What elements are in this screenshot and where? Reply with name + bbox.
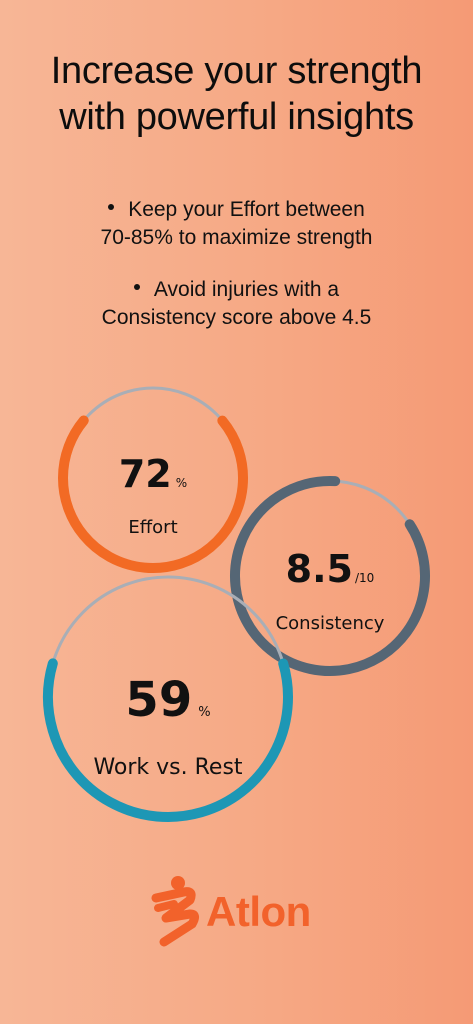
headline-line-1: Increase your strength	[50, 50, 423, 92]
bullet-dot-icon	[108, 204, 115, 211]
brand-logo: Atlon	[140, 874, 340, 954]
consistency-value: 8.5	[285, 547, 353, 591]
bullet-consistency-line-2: Consistency score above 4.5	[101, 306, 372, 329]
effort-gauge	[57, 383, 248, 573]
bullet-consistency-line-1: Avoid injuries with a	[153, 278, 340, 301]
consistency-readout: 8.5/10 Consistency	[255, 546, 405, 634]
bullet-dot-icon	[133, 284, 140, 291]
headline: Increase your strength with powerful ins…	[0, 48, 473, 140]
work-rest-value: 59	[125, 672, 193, 728]
brand-name: Atlon	[206, 888, 311, 935]
effort-readout: 72% Effort	[88, 452, 218, 538]
consistency-unit: /10	[355, 571, 375, 585]
bullet-consistency: Avoid injuries with a Consistency score …	[0, 276, 473, 332]
work-rest-readout: 59% Work vs. Rest	[73, 672, 263, 780]
bullet-effort: Keep your Effort between 70-85% to maxim…	[0, 196, 473, 252]
work-rest-gauge	[43, 572, 293, 822]
work-rest-gauge-arc	[43, 572, 293, 822]
bullet-effort-line-2: 70-85% to maximize strength	[100, 226, 373, 249]
consistency-gauge-arc	[230, 476, 430, 676]
consistency-label: Consistency	[275, 613, 385, 634]
atlon-logo-icon	[151, 876, 200, 947]
bullet-effort-line-1: Keep your Effort between	[128, 198, 365, 221]
effort-value: 72	[118, 452, 172, 496]
effort-label: Effort	[128, 517, 178, 538]
effort-gauge-arc	[57, 383, 248, 573]
bullet-list: Keep your Effort between 70-85% to maxim…	[0, 196, 473, 356]
consistency-gauge	[230, 476, 430, 676]
headline-line-2: with powerful insights	[59, 96, 414, 138]
work-rest-label: Work vs. Rest	[93, 755, 243, 780]
work-rest-unit: %	[198, 705, 211, 720]
effort-unit: %	[175, 476, 188, 490]
